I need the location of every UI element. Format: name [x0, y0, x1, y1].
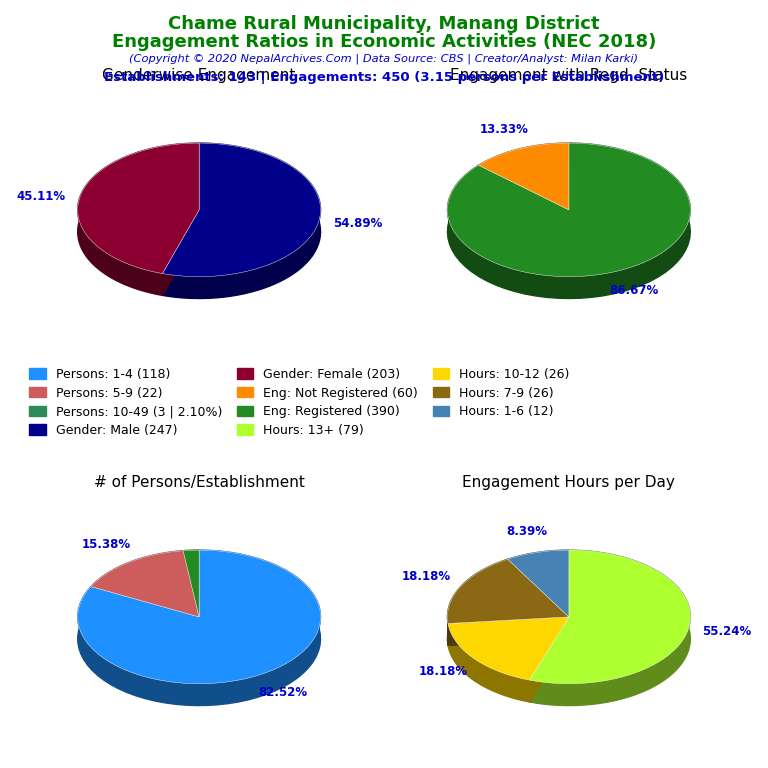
Text: Engagement Ratios in Economic Activities (NEC 2018): Engagement Ratios in Economic Activities… [112, 33, 656, 51]
Polygon shape [91, 551, 183, 608]
Text: 54.89%: 54.89% [333, 217, 382, 230]
Text: 86.67%: 86.67% [610, 284, 659, 297]
Polygon shape [478, 143, 569, 187]
Polygon shape [530, 617, 569, 702]
Polygon shape [183, 550, 199, 573]
Polygon shape [162, 210, 199, 296]
Polygon shape [448, 617, 569, 645]
Polygon shape [183, 550, 199, 617]
Title: Genderwise Engagement: Genderwise Engagement [102, 68, 296, 83]
Polygon shape [91, 551, 199, 617]
Polygon shape [448, 143, 690, 299]
Polygon shape [78, 143, 199, 296]
Polygon shape [478, 143, 569, 210]
Text: 55.24%: 55.24% [703, 625, 752, 638]
Polygon shape [448, 559, 569, 624]
Text: (Copyright © 2020 NepalArchives.Com | Data Source: CBS | Creator/Analyst: Milan : (Copyright © 2020 NepalArchives.Com | Da… [130, 54, 638, 65]
Polygon shape [162, 210, 199, 296]
Polygon shape [91, 587, 199, 639]
Text: 18.18%: 18.18% [402, 571, 451, 584]
Polygon shape [183, 551, 199, 639]
Text: 18.18%: 18.18% [419, 665, 468, 678]
Text: 45.11%: 45.11% [16, 190, 65, 203]
Polygon shape [91, 587, 199, 639]
Polygon shape [478, 165, 569, 232]
Polygon shape [78, 550, 320, 706]
Polygon shape [508, 550, 569, 617]
Polygon shape [530, 550, 690, 684]
Polygon shape [162, 143, 320, 299]
Title: Engagement Hours per Day: Engagement Hours per Day [462, 475, 675, 490]
Polygon shape [530, 617, 569, 702]
Polygon shape [530, 550, 690, 706]
Title: # of Persons/Establishment: # of Persons/Establishment [94, 475, 305, 490]
Polygon shape [448, 559, 508, 645]
Polygon shape [448, 617, 569, 680]
Polygon shape [478, 165, 569, 232]
Text: 13.33%: 13.33% [479, 123, 528, 136]
Polygon shape [448, 617, 569, 645]
Title: Engagement with Regd. Status: Engagement with Regd. Status [450, 68, 687, 83]
Polygon shape [448, 143, 690, 276]
Text: Chame Rural Municipality, Manang District: Chame Rural Municipality, Manang Distric… [168, 15, 600, 33]
Polygon shape [508, 559, 569, 639]
Polygon shape [78, 550, 320, 684]
Polygon shape [78, 143, 199, 273]
Text: 8.39%: 8.39% [507, 525, 548, 538]
Polygon shape [448, 624, 530, 702]
Polygon shape [183, 551, 199, 639]
Text: 15.38%: 15.38% [82, 538, 131, 551]
Polygon shape [508, 550, 569, 581]
Text: 82.52%: 82.52% [258, 686, 307, 699]
Text: Establishments: 143 | Engagements: 450 (3.15 persons per Establishment): Establishments: 143 | Engagements: 450 (… [104, 71, 664, 84]
Polygon shape [162, 143, 320, 276]
Legend: Persons: 1-4 (118), Persons: 5-9 (22), Persons: 10-49 (3 | 2.10%), Gender: Male : Persons: 1-4 (118), Persons: 5-9 (22), P… [29, 368, 570, 437]
Polygon shape [508, 559, 569, 639]
